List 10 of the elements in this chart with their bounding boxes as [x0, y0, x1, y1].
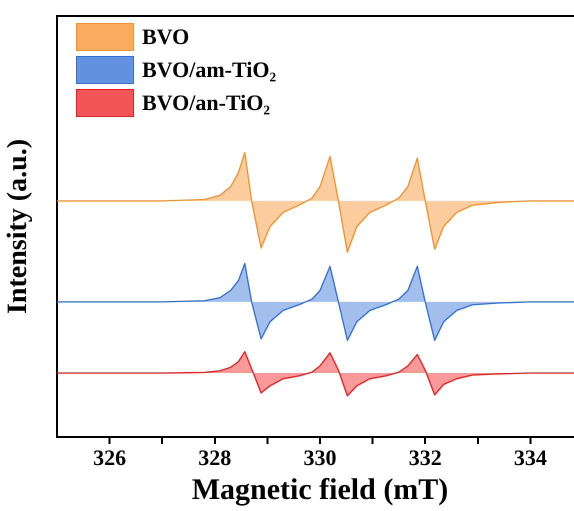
x-tick-label: 326: [93, 444, 126, 470]
legend-label: BVO: [142, 24, 190, 50]
x-tick-label: 334: [514, 444, 547, 470]
x-axis-title: Magnetic field (mT): [192, 472, 448, 506]
x-tick-label: 328: [198, 444, 232, 470]
legend-label: BVO/am-TiO₂: [142, 56, 276, 82]
x-tick-label: 330: [304, 444, 336, 470]
x-tick-label: 332: [408, 444, 442, 470]
legend-label: BVO/an-TiO₂: [142, 90, 270, 116]
y-axis-title: Intensity (a.u.): [2, 138, 34, 314]
